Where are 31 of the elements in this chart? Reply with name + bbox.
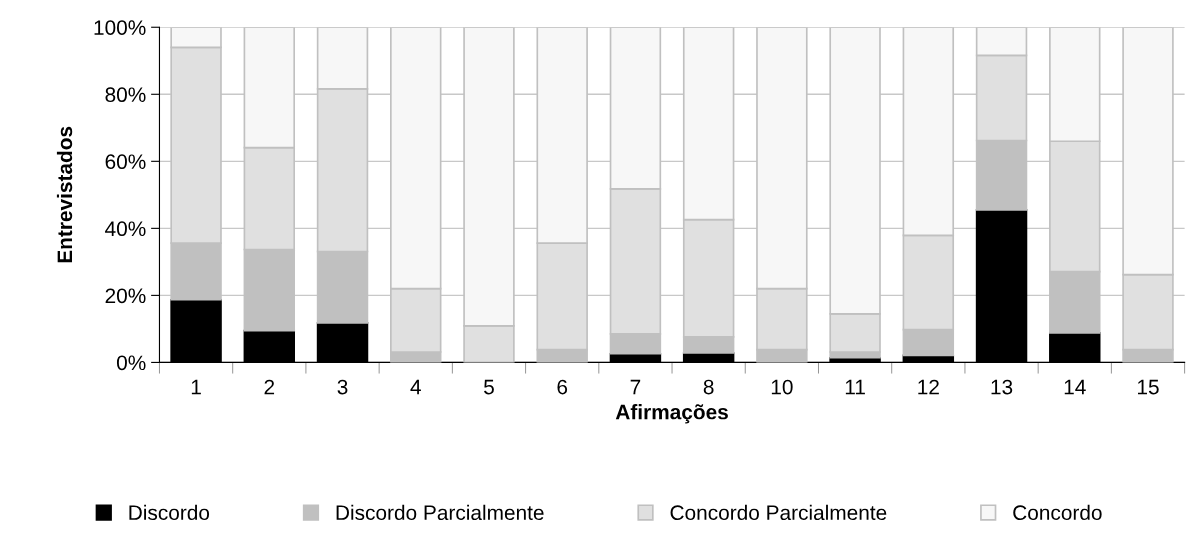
bar [1049,332,1101,363]
x-tick-label: 10 [771,379,793,395]
y-tick-label: 100% [94,20,146,35]
x-tick-label: 1 [191,379,201,395]
legend-label: Concordo [1013,504,1102,521]
legend-label: Discordo [129,504,210,521]
x-axis-title: Afirmações [615,404,728,424]
y-tick-label: 80% [105,87,146,103]
x-tick-label: 12 [918,379,939,395]
x-tick-label: 5 [484,379,494,395]
x-tick-label: 15 [1138,379,1159,395]
x-tick-label: 8 [703,379,714,395]
bar [975,209,1028,363]
y-tick-label: 60% [105,154,146,170]
legend-label: Concordo Parcialmente [670,504,887,521]
y-axis-title: Entrevistados [56,126,73,263]
x-tick-label: 4 [410,379,421,395]
x-tick-label: 3 [337,379,348,395]
x-tick-label: 11 [845,379,865,395]
x-tick-label: 7 [630,379,641,395]
bar [316,322,369,363]
x-tick-label: 2 [264,379,275,395]
x-tick-label: 6 [557,379,568,395]
y-tick-label: 40% [105,221,146,237]
x-tick-label: 14 [1064,379,1086,395]
x-tick-label: 13 [991,379,1013,395]
bar [170,298,222,363]
y-tick-label: 20% [105,288,146,304]
y-tick-label: 0% [116,355,146,371]
bar [243,329,296,363]
legend-label: Discordo Parcialmente [336,504,544,521]
